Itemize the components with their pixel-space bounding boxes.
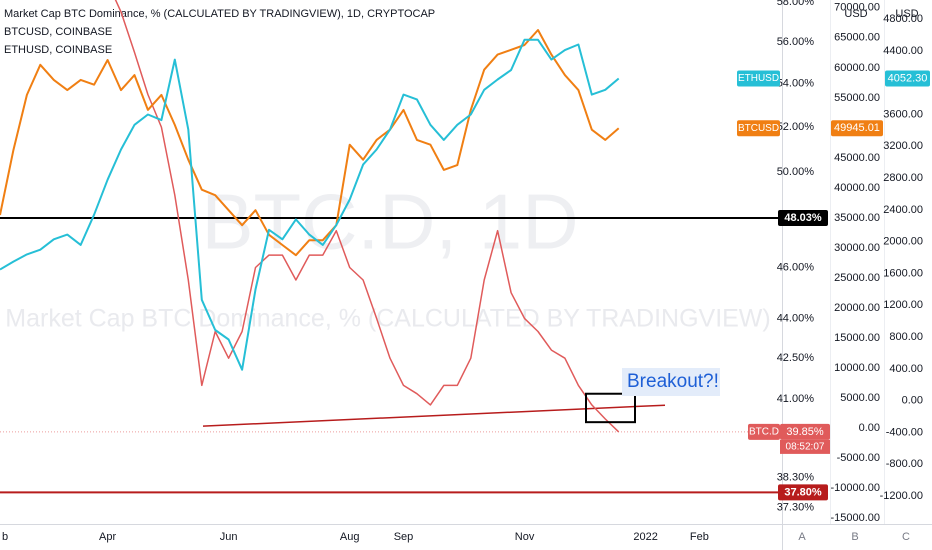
price-badge: [778, 210, 828, 227]
y-tick-label: 65000.00: [834, 32, 880, 44]
axis-unit: USD: [844, 8, 867, 20]
countdown-badge: [780, 439, 830, 454]
y-tick-label: 40000.00: [834, 182, 880, 194]
series-line: [114, 0, 620, 433]
series-badge-label: BTC.D: [749, 427, 779, 438]
y-tick-label: 70000.00: [834, 2, 880, 14]
series-badge-label: BTCUSD: [738, 123, 779, 134]
annotation-background: [622, 368, 720, 396]
axis-button[interactable]: A: [798, 531, 806, 543]
y-tick-label: 800.00: [889, 331, 923, 343]
legend-entry: Market Cap BTC Dominance, % (CALCULATED …: [4, 8, 435, 20]
y-tick-label: 2000.00: [883, 236, 923, 248]
y-tick-label: 38.30%: [777, 471, 815, 483]
x-tick-label: Apr: [99, 531, 116, 543]
y-tick-label: 41.00%: [777, 393, 815, 405]
y-tick-label: 4800.00: [883, 13, 923, 25]
y-tick-label: 3200.00: [883, 140, 923, 152]
value-badge: [831, 120, 883, 137]
y-tick-label: 56.00%: [777, 36, 815, 48]
y-tick-label: 1600.00: [883, 267, 923, 279]
x-tick-label: Feb: [690, 531, 709, 543]
y-tick-label: 54.00%: [777, 78, 815, 90]
countdown: 08:52:07: [786, 442, 825, 453]
price-badge-label: 48.03%: [784, 212, 822, 224]
annotation-box: [585, 392, 636, 424]
x-tick-label: Sep: [394, 531, 414, 543]
y-tick-label: 60000.00: [834, 62, 880, 74]
x-tick-label: b: [2, 531, 8, 543]
y-tick-label: 45000.00: [834, 152, 880, 164]
y-tick-label: 20000.00: [834, 302, 880, 314]
value-badge: [885, 70, 930, 87]
series-badge-label: ETHUSD: [738, 73, 779, 84]
axis-unit: USD: [895, 8, 918, 20]
x-tick-label: 2022: [633, 531, 657, 543]
y-tick-label: 2400.00: [883, 204, 923, 216]
y-tick-label: 58.00%: [777, 0, 815, 8]
y-tick-label: 3600.00: [883, 108, 923, 120]
x-tick-label: Jun: [220, 531, 238, 543]
y-tick-label: 0.00: [859, 422, 880, 434]
y-tick-label: 42.50%: [777, 352, 815, 364]
y-tick-label: 44.00%: [777, 312, 815, 324]
y-tick-label: 46.00%: [777, 261, 815, 273]
y-tick-label: 52.00%: [777, 121, 815, 133]
x-tick-label: Aug: [340, 531, 360, 543]
y-tick-label: 37.30%: [777, 502, 815, 514]
y-tick-label: 25000.00: [834, 272, 880, 284]
price-badge-label: 37.80%: [784, 486, 822, 498]
y-tick-label: -400.00: [886, 426, 923, 438]
annotation-text: Breakout?!: [627, 371, 719, 392]
watermark: BTC.D, 1D: [201, 178, 578, 266]
value-badge-label: 49945.01: [834, 122, 880, 134]
y-tick-label: 2800.00: [883, 172, 923, 184]
y-tick-label: -800.00: [886, 458, 923, 470]
y-tick-label: 5000.00: [840, 392, 880, 404]
y-tick-label: 30000.00: [834, 242, 880, 254]
y-tick-label: -15000.00: [830, 512, 880, 524]
value-badge-label: 39.85%: [786, 426, 824, 438]
y-tick-label: -10000.00: [830, 482, 880, 494]
y-tick-label: 15000.00: [834, 332, 880, 344]
x-tick-label: Nov: [515, 531, 535, 543]
y-tick-label: 400.00: [889, 363, 923, 375]
y-tick-label: 50.00%: [777, 166, 815, 178]
legend-entry: ETHUSD, COINBASE: [4, 44, 112, 56]
watermark: Market Cap BTC Dominance, % (CALCULATED …: [5, 305, 770, 333]
axis-button[interactable]: C: [902, 531, 910, 543]
y-tick-label: -5000.00: [837, 452, 880, 464]
y-tick-label: 35000.00: [834, 212, 880, 224]
series-badge: [737, 120, 780, 137]
y-tick-label: 1200.00: [883, 299, 923, 311]
y-tick-label: 0.00: [902, 395, 923, 407]
y-tick-label: 4400.00: [883, 45, 923, 57]
y-tick-label: 55000.00: [834, 92, 880, 104]
plot-area: Breakout?!: [0, 0, 782, 494]
value-badge: [780, 423, 830, 440]
price-badge: [778, 484, 828, 501]
series-line: [0, 29, 620, 257]
series-line: [0, 38, 620, 371]
y-tick-label: -1200.00: [880, 490, 923, 502]
series-badge: [748, 423, 780, 440]
trendline: [202, 404, 666, 427]
legend-entry: BTCUSD, COINBASE: [4, 26, 112, 38]
axis-button[interactable]: B: [851, 531, 858, 543]
series-badge: [737, 70, 780, 87]
y-tick-label: 10000.00: [834, 362, 880, 374]
value-badge-label: 4052.30: [888, 72, 928, 84]
